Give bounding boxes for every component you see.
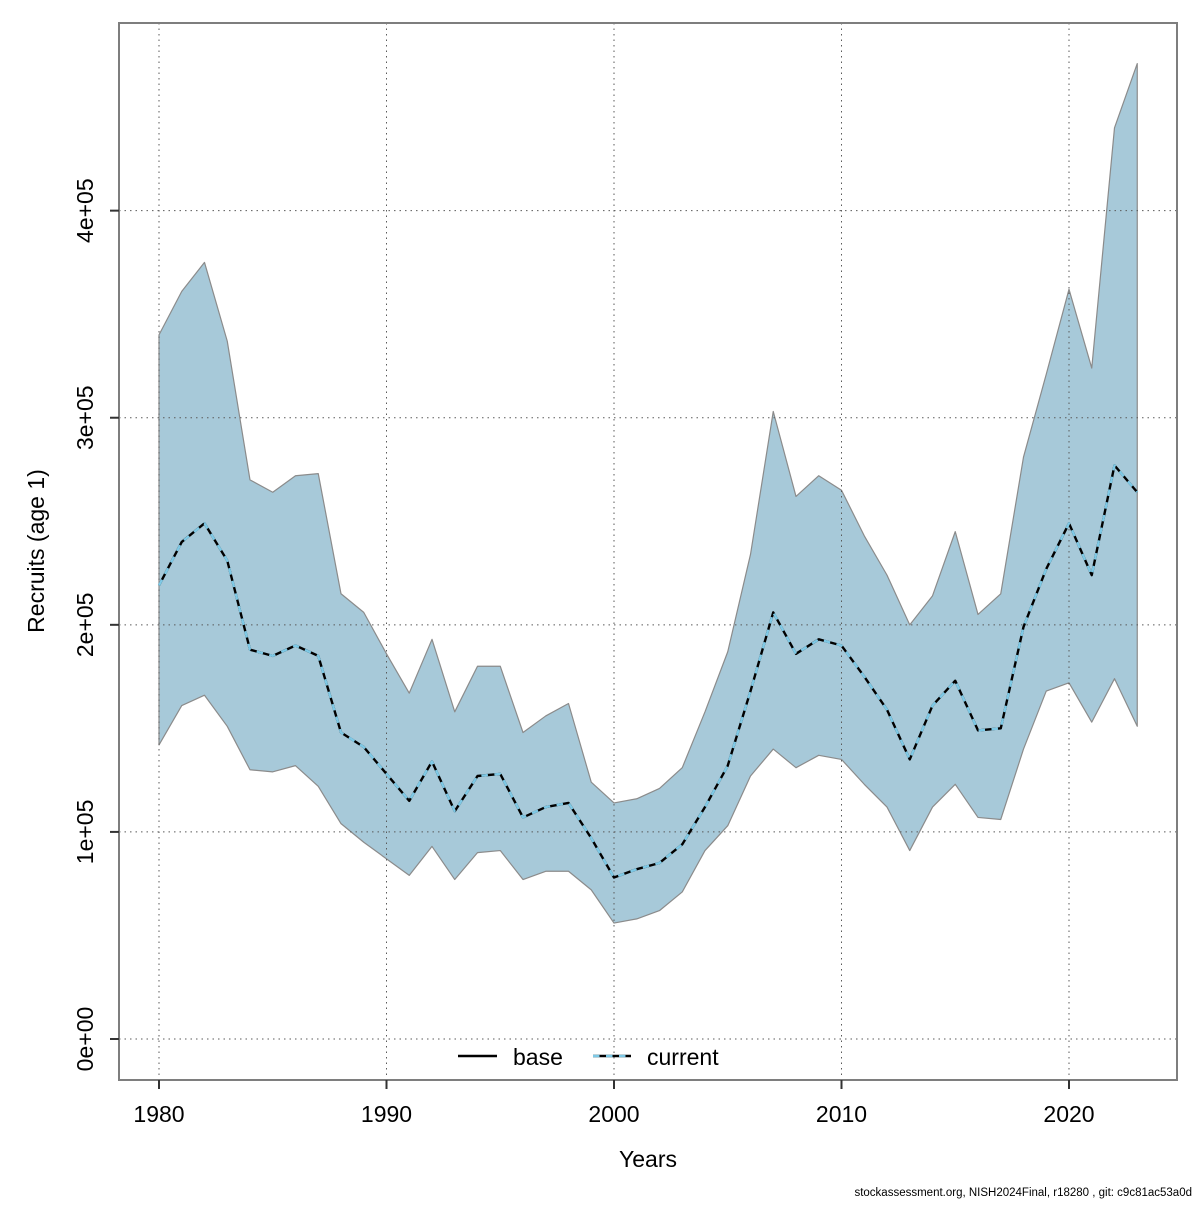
x-tick-label: 2020 [1043,1101,1094,1127]
legend: base current [458,1044,719,1070]
confidence-band-layer [158,63,1138,924]
x-tick-label: 2000 [588,1101,639,1127]
y-tick-label: 3e+05 [72,385,98,450]
x-axis-title: Years [619,1146,677,1172]
legend-label-current: current [647,1044,719,1070]
x-tick-label: 2010 [816,1101,867,1127]
x-tick-label: 1990 [361,1101,412,1127]
axes-layer: 1980 1990 2000 2010 2020 0e+00 1e+05 2e+05 3e+05… [72,178,1095,1127]
plot-border [118,22,1178,1081]
current-line [157,464,1139,879]
legend-item-base: base [458,1044,563,1070]
y-axis-title: Recruits (age 1) [23,469,49,633]
gridlines-layer [119,23,1177,1080]
footer-attribution: stockassessment.org, NISH2024Final, r182… [854,1187,1192,1199]
y-tick-label: 0e+00 [72,1007,98,1072]
y-tick-label: 1e+05 [72,800,98,865]
y-tick-label: 2e+05 [72,593,98,658]
legend-item-current: current [593,1044,719,1070]
y-tick-label: 4e+05 [72,178,98,243]
series-lines-layer [157,464,1139,879]
legend-label-base: base [513,1044,563,1070]
confidence-band [158,63,1138,924]
x-tick-label: 1980 [133,1101,184,1127]
